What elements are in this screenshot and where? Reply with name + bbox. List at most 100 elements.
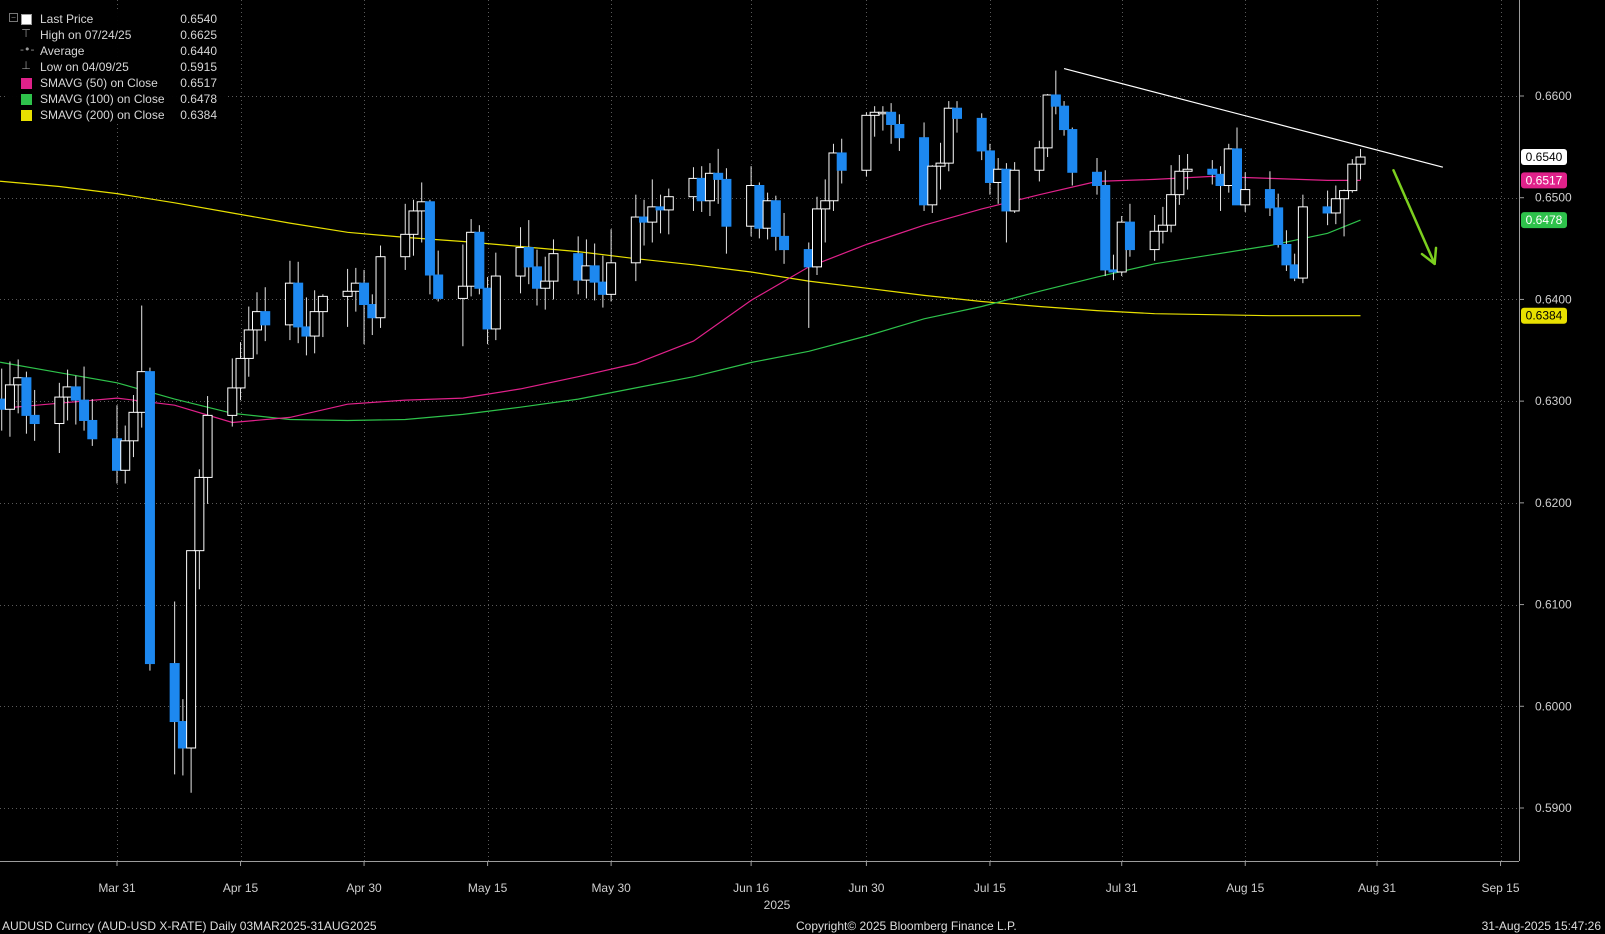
candle-body <box>13 377 24 386</box>
candle-body <box>589 265 600 283</box>
legend-row-sma-200[interactable]: SMAVG (200) on Close 0.6384 <box>5 107 225 123</box>
candle-body <box>630 216 641 264</box>
candle-body <box>894 123 905 139</box>
candle-body <box>482 287 493 330</box>
candle-body <box>573 253 584 281</box>
candle-body <box>342 290 353 297</box>
price-tag-label: 0.6540 <box>1526 150 1563 164</box>
candle-body <box>1330 198 1341 214</box>
candle-body <box>136 371 147 413</box>
candle-body <box>29 414 40 425</box>
y-tick-label: 0.6600 <box>1535 89 1572 103</box>
candle-body <box>581 265 592 281</box>
candle-body <box>169 663 180 723</box>
candle-body <box>62 386 73 398</box>
legend-marker-sma-100 <box>21 94 32 105</box>
candle-body <box>1050 94 1061 107</box>
candle-body <box>1174 170 1185 196</box>
down-arrow-line <box>1392 169 1436 266</box>
legend-row-sma-100[interactable]: SMAVG (100) on Close 0.6478 <box>5 91 225 107</box>
candle-body <box>779 235 790 251</box>
candle-body <box>416 201 427 212</box>
candle-body <box>400 233 411 258</box>
candle-body <box>1108 269 1119 273</box>
resistance-trendline <box>1063 67 1444 168</box>
x-tick-label: Jul 15 <box>974 881 1006 895</box>
candle-body <box>861 114 872 171</box>
candle-body <box>532 266 542 289</box>
candle-body <box>235 357 246 389</box>
sma-line <box>0 219 1361 422</box>
candle-body <box>87 419 98 440</box>
candle-body <box>408 210 419 235</box>
candle-body <box>309 311 320 337</box>
legend-row-last-price[interactable]: − Last Price 0.6540 <box>5 11 225 27</box>
x-tick-label: Jul 31 <box>1106 881 1138 895</box>
legend-row-average[interactable]: -•- Average 0.6440 <box>5 43 225 59</box>
x-tick-label: Sep 15 <box>1482 881 1520 895</box>
legend-row-sma-50[interactable]: SMAVG (50) on Close 0.6517 <box>5 75 225 91</box>
chart-legend: − Last Price 0.6540 ⊤ High on 07/24/25 0… <box>5 11 225 123</box>
candle-body <box>375 256 386 319</box>
y-tick-label: 0.6300 <box>1535 394 1572 408</box>
candle-body <box>70 386 81 401</box>
legend-value: 0.6517 <box>180 76 217 90</box>
candle-body <box>770 200 781 237</box>
copyright-notice: Copyright© 2025 Bloomberg Finance L.P. <box>796 919 1017 933</box>
collapse-legend-icon[interactable]: − <box>9 13 18 22</box>
candle-body <box>803 249 814 268</box>
y-tick-label: 0.6000 <box>1535 699 1572 713</box>
price-tag-label: 0.6384 <box>1526 309 1563 323</box>
candle-body <box>1297 206 1308 279</box>
candle-body <box>1232 148 1242 206</box>
candle-body <box>4 384 15 410</box>
candle-body <box>1339 190 1350 200</box>
x-tick-label: Jun 16 <box>733 881 769 895</box>
candle-body <box>1207 168 1218 175</box>
candle-body <box>1347 163 1358 192</box>
candle-body <box>1059 105 1070 131</box>
x-tick-label: Apr 15 <box>223 881 259 895</box>
candle-body <box>474 231 485 289</box>
candle-body <box>663 196 674 211</box>
candle-body <box>144 371 155 665</box>
candle-body <box>606 262 617 295</box>
legend-label: Low on 04/09/25 <box>40 60 129 74</box>
candle-body <box>639 216 650 223</box>
candle-body <box>1100 185 1111 271</box>
candle-body <box>1092 171 1102 187</box>
chart-footer: AUDUSD Curncy (AUD-USD X-RATE) Daily 03M… <box>0 917 1605 934</box>
candle-body <box>919 137 930 206</box>
legend-value: 0.6478 <box>180 92 217 106</box>
candle-body <box>993 168 1004 183</box>
candle-body <box>424 201 435 276</box>
legend-label: Last Price <box>40 12 94 26</box>
candle-body <box>540 280 551 289</box>
price-tag <box>1521 172 1567 189</box>
legend-row-high[interactable]: ⊤ High on 07/24/25 0.6625 <box>5 27 225 43</box>
candle-body <box>350 282 361 292</box>
price-tag <box>1521 149 1567 166</box>
security-description: AUDUSD Curncy (AUD-USD X-RATE) Daily 03M… <box>2 919 377 933</box>
price-tag-label: 0.6517 <box>1526 173 1563 187</box>
candle-body <box>1116 221 1127 273</box>
candle-body <box>828 152 839 202</box>
legend-label: SMAVG (200) on Close <box>40 108 165 122</box>
candle-body <box>1223 148 1234 187</box>
candle-body <box>869 111 880 116</box>
candle-body <box>21 377 32 416</box>
candle-body <box>433 274 444 299</box>
down-arrow-head <box>1420 246 1438 266</box>
candle-body <box>877 111 888 115</box>
candle-body <box>1042 94 1053 149</box>
candle-body <box>1157 224 1168 232</box>
candle-body <box>1067 129 1078 173</box>
x-year-label: 2025 <box>764 898 791 912</box>
candle-body <box>301 326 312 337</box>
candle-body <box>812 208 822 268</box>
candle-body <box>128 411 139 442</box>
legend-row-low[interactable]: ⊥ Low on 04/09/25 0.5915 <box>5 59 225 75</box>
candle-body <box>1001 168 1012 212</box>
candle-body <box>1281 244 1292 266</box>
